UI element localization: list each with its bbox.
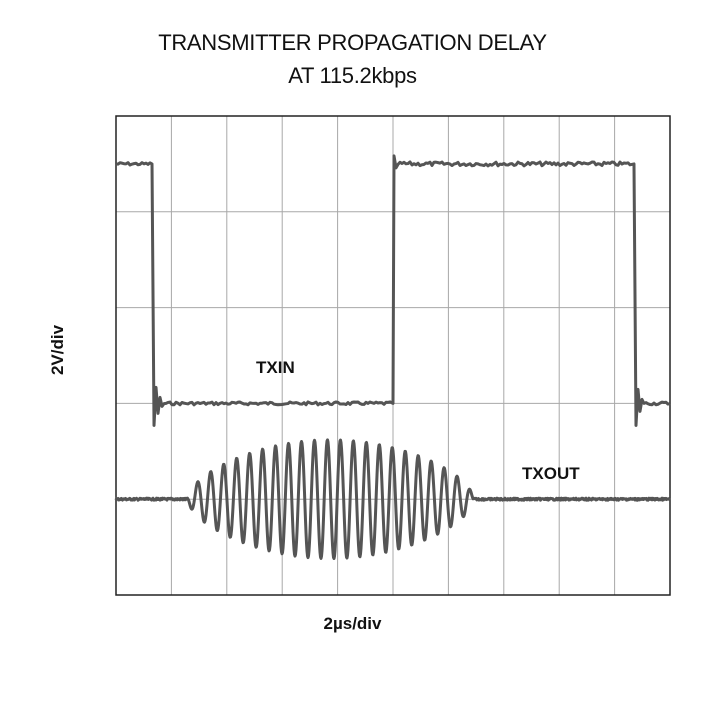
scope-frame bbox=[115, 115, 671, 596]
y-axis-label: 2V/div bbox=[48, 324, 67, 376]
x-axis-label: 2µs/div bbox=[323, 614, 382, 633]
chart-title-line1: TRANSMITTER PROPAGATION DELAY bbox=[158, 30, 547, 55]
txin-label: TXIN bbox=[256, 358, 295, 377]
chart-title-line2: AT 115.2kbps bbox=[288, 63, 417, 88]
txout-trace bbox=[114, 438, 672, 560]
txin-trace bbox=[115, 154, 671, 427]
txout-label: TXOUT bbox=[522, 464, 580, 483]
